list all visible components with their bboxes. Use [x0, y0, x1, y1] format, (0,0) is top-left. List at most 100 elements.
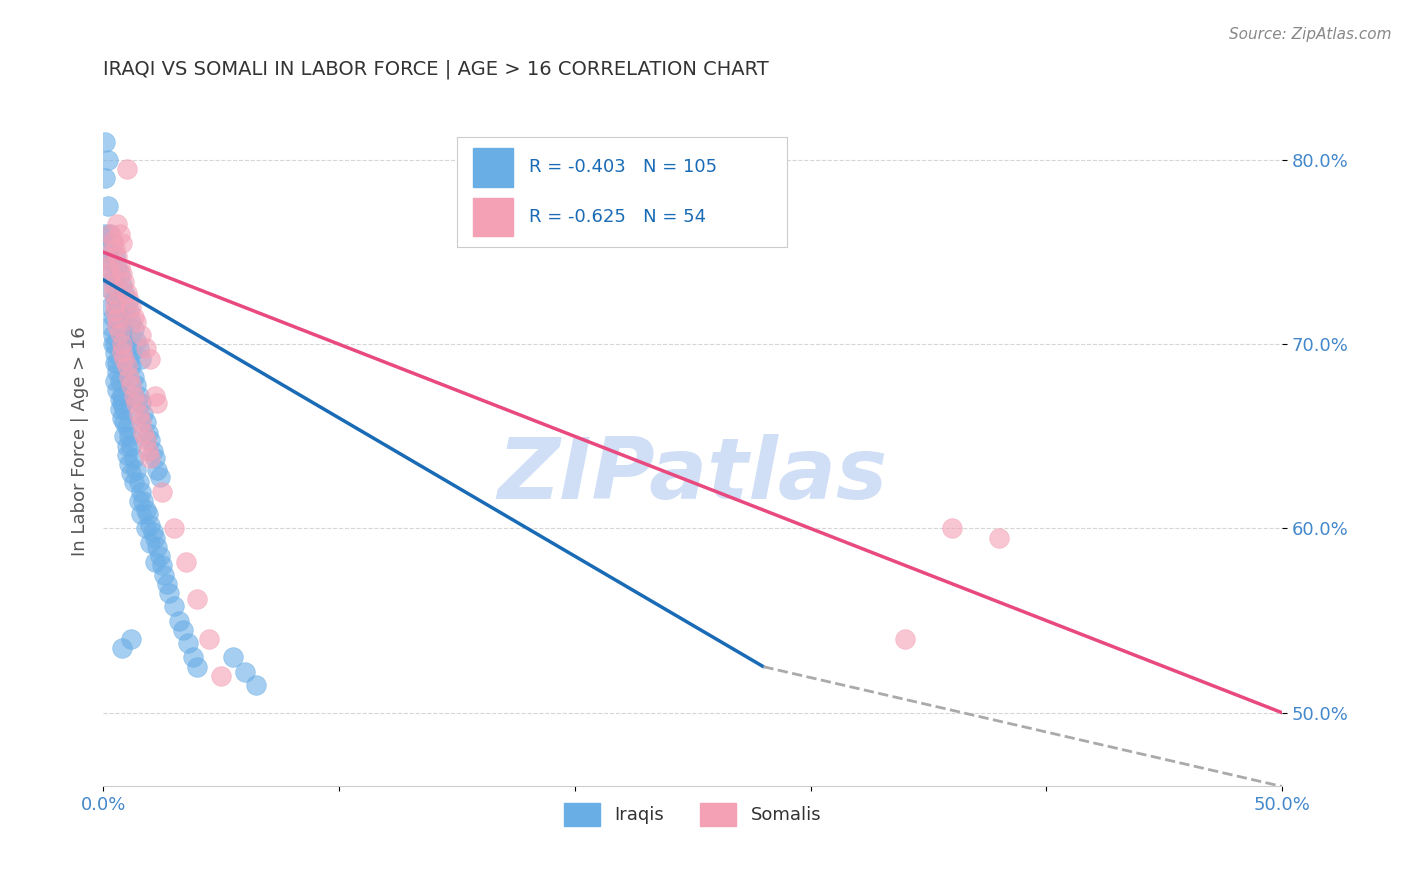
Point — [136, 444, 159, 458]
Point — [122, 310, 145, 324]
Point — [105, 384, 128, 398]
Point — [209, 669, 232, 683]
Point — [245, 678, 267, 692]
Point — [97, 260, 120, 274]
Point — [128, 389, 150, 403]
Point — [111, 235, 134, 250]
Point — [108, 392, 131, 407]
Point — [186, 591, 208, 606]
Point — [98, 267, 121, 281]
Point — [97, 199, 120, 213]
Point — [101, 234, 124, 248]
Point — [111, 278, 134, 293]
Point — [111, 641, 134, 656]
Point — [112, 351, 135, 366]
Point — [139, 536, 162, 550]
Point — [233, 665, 256, 680]
Y-axis label: In Labor Force | Age > 16: In Labor Force | Age > 16 — [72, 326, 89, 556]
Point — [143, 389, 166, 403]
Point — [125, 396, 148, 410]
Point — [118, 351, 141, 366]
Point — [98, 301, 121, 315]
Point — [101, 310, 124, 324]
Point — [118, 304, 141, 318]
Point — [118, 293, 141, 307]
Point — [125, 315, 148, 329]
Point — [104, 296, 127, 310]
Point — [132, 493, 155, 508]
Point — [125, 377, 148, 392]
Text: ZIPatlas: ZIPatlas — [498, 434, 887, 517]
Point — [108, 401, 131, 416]
Point — [163, 521, 186, 535]
Text: Source: ZipAtlas.com: Source: ZipAtlas.com — [1229, 27, 1392, 42]
Point — [111, 337, 134, 351]
Point — [128, 493, 150, 508]
Point — [132, 407, 155, 421]
Point — [120, 315, 142, 329]
Point — [104, 337, 127, 351]
Point — [136, 425, 159, 440]
Point — [111, 267, 134, 281]
Point — [101, 328, 124, 343]
Point — [135, 341, 157, 355]
Point — [120, 439, 142, 453]
Point — [150, 484, 173, 499]
Point — [894, 632, 917, 646]
Point — [97, 263, 120, 277]
Point — [129, 415, 152, 429]
Point — [120, 466, 142, 480]
Point — [112, 401, 135, 416]
Point — [104, 356, 127, 370]
Point — [128, 407, 150, 421]
Point — [115, 296, 138, 310]
Point — [122, 451, 145, 466]
Point — [122, 322, 145, 336]
Point — [139, 517, 162, 532]
Point — [163, 599, 186, 613]
Point — [98, 282, 121, 296]
Point — [129, 484, 152, 499]
Point — [143, 555, 166, 569]
Point — [129, 351, 152, 366]
Point — [98, 318, 121, 333]
Point — [222, 650, 245, 665]
Point — [115, 285, 138, 300]
Point — [136, 507, 159, 521]
Point — [149, 549, 172, 563]
Point — [115, 341, 138, 355]
Point — [132, 425, 155, 440]
Point — [111, 344, 134, 359]
Point — [112, 285, 135, 300]
Point — [142, 444, 165, 458]
Point — [104, 346, 127, 360]
Point — [111, 411, 134, 425]
Point — [157, 586, 180, 600]
Point — [142, 525, 165, 540]
Point — [112, 429, 135, 443]
Point — [112, 275, 135, 289]
Point — [94, 171, 117, 186]
Point — [101, 278, 124, 293]
Point — [105, 260, 128, 274]
Point — [115, 359, 138, 374]
Point — [150, 558, 173, 573]
Point — [149, 470, 172, 484]
Point — [174, 555, 197, 569]
Point — [135, 415, 157, 429]
Point — [108, 227, 131, 241]
Point — [105, 318, 128, 333]
Point — [135, 433, 157, 447]
Point — [108, 260, 131, 274]
Point — [120, 301, 142, 315]
Point — [139, 433, 162, 447]
Point — [118, 457, 141, 471]
Legend: Iraqis, Somalis: Iraqis, Somalis — [557, 797, 828, 833]
Point — [156, 576, 179, 591]
Point — [104, 291, 127, 305]
Point — [125, 462, 148, 476]
Point — [105, 365, 128, 379]
Point — [181, 650, 204, 665]
Point — [143, 451, 166, 466]
Point — [122, 475, 145, 490]
